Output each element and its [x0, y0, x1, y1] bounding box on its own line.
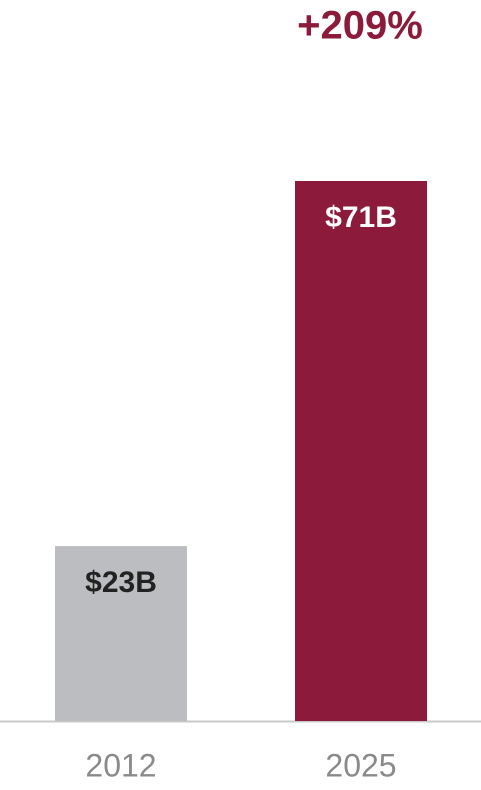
- value-label: $23B: [85, 566, 157, 599]
- bar: [295, 181, 427, 721]
- x-tick-label: 2025: [325, 747, 396, 783]
- x-tick-label: 2012: [85, 747, 156, 783]
- value-label: $71B: [325, 201, 397, 234]
- change-annotation: +209%: [297, 4, 423, 48]
- bar: [55, 546, 187, 721]
